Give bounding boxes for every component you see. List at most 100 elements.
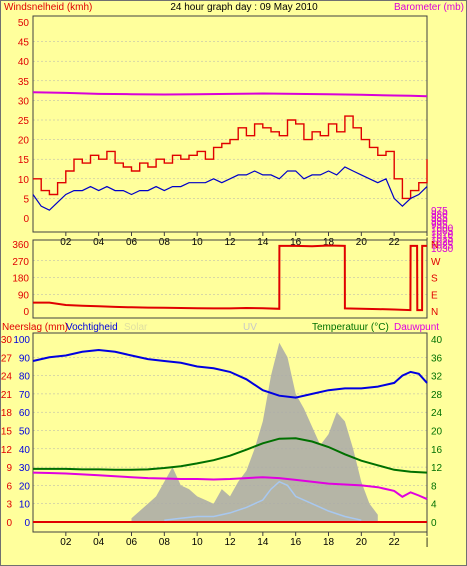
x-tick-label: 20 <box>356 537 368 548</box>
x-tick-label: 14 <box>257 237 269 248</box>
humidity-tick-label: 50 <box>19 427 31 438</box>
left-tick-label: 90 <box>18 290 30 301</box>
right-tick-label: 28 <box>431 390 443 401</box>
rain-tick-label: 12 <box>1 445 13 456</box>
wind-direction-line <box>33 244 427 312</box>
right-tick-label: S <box>431 274 438 285</box>
wind-speed-line <box>32 166 428 211</box>
left-tick-label: 15 <box>18 155 30 166</box>
humidity-axis-title: Vochtigheid <box>66 322 118 333</box>
left-tick-label: 5 <box>23 194 29 205</box>
right-tick-label: 1000 <box>431 223 454 234</box>
left-tick-label: 30 <box>18 96 30 107</box>
humidity-line <box>32 348 428 399</box>
temperature-axis-title: Temperatuur (°C) <box>312 322 389 333</box>
humidity-tick-label: 90 <box>19 353 31 364</box>
wind-barometer-panel: 02 04 06 08 10 12 14 16 18 20 22 |05101520253035404… <box>18 15 454 255</box>
x-tick-label: 20 <box>356 237 368 248</box>
rain-tick-label: 21 <box>1 390 13 401</box>
x-tick-label: 16 <box>290 537 302 548</box>
temperature-line <box>33 437 428 474</box>
humidity-tick-label: 0 <box>24 518 30 529</box>
x-tick-label: 18 <box>323 237 335 248</box>
right-tick-label: N <box>431 240 438 251</box>
rain-tick-label: 0 <box>6 518 12 529</box>
right-tick-label: 0 <box>431 518 437 529</box>
right-tick-label: 1025 <box>431 241 454 252</box>
rain-tick-label: 24 <box>1 372 13 383</box>
x-tick-label: 12 <box>224 537 236 548</box>
wind-axis-title: Windsnelheid (kmh) <box>4 2 92 13</box>
humidity-tick-label: 20 <box>19 481 31 492</box>
uv-line <box>164 480 362 521</box>
right-tick-label: W <box>431 257 441 268</box>
right-tick-label: 980 <box>431 209 448 220</box>
x-tick-label: 02 <box>60 537 72 548</box>
dewpoint-axis-title: Dauwpunt <box>394 322 439 333</box>
humidity-tick-label: 40 <box>19 445 31 456</box>
left-tick-label: 35 <box>18 77 30 88</box>
humidity-tick-label: 100 <box>13 335 30 346</box>
right-tick-label: 8 <box>431 481 437 492</box>
climate-panel: 02 04 06 08 10 12 14 16 18 20 22 |03691215182124273… <box>1 332 443 548</box>
x-tick-label: 02 <box>60 237 72 248</box>
rain-tick-label: 27 <box>1 353 13 364</box>
x-tick-label: 22 <box>389 537 401 548</box>
x-tick-label: 10 <box>192 237 204 248</box>
rain-tick-label: 3 <box>6 500 12 511</box>
left-tick-label: 45 <box>18 38 30 49</box>
right-tick-label: 12 <box>431 463 443 474</box>
x-tick-label: 14 <box>257 537 269 548</box>
rain-tick-label: 18 <box>1 408 13 419</box>
humidity-tick-label: 10 <box>19 500 31 511</box>
left-tick-label: 10 <box>18 175 30 186</box>
x-tick-label: 18 <box>323 537 335 548</box>
humidity-tick-label: 70 <box>19 390 31 401</box>
rain-tick-label: 9 <box>6 463 12 474</box>
left-tick-label: 0 <box>23 307 29 318</box>
right-tick-label: 1015 <box>431 234 454 245</box>
left-tick-label: 0 <box>23 214 29 225</box>
right-tick-label: 32 <box>431 372 443 383</box>
chart-title: 24 hour graph day : 09 May 2010 <box>170 2 318 13</box>
x-tick-label: 12 <box>224 237 236 248</box>
humidity-tick-label: 30 <box>19 463 31 474</box>
x-tick-label: 10 <box>192 537 204 548</box>
x-tick-label: 16 <box>290 237 302 248</box>
right-tick-label: 36 <box>431 353 443 364</box>
solar-area <box>131 342 378 522</box>
right-tick-label: 1020 <box>431 237 454 248</box>
right-tick-label: 1030 <box>431 244 454 255</box>
x-tick-label: 04 <box>93 237 105 248</box>
barometer-line <box>32 91 428 98</box>
right-tick-label: 16 <box>431 445 443 456</box>
left-tick-label: 270 <box>12 257 29 268</box>
left-tick-label: 20 <box>18 136 30 147</box>
right-tick-label: 975 <box>431 206 448 217</box>
rain-tick-label: 6 <box>6 481 12 492</box>
x-tick-label: 04 <box>93 537 105 548</box>
humidity-tick-label: 80 <box>19 372 31 383</box>
right-tick-label: 1005 <box>431 227 454 238</box>
barometer-axis-title: Barometer (mb) <box>394 2 464 13</box>
solar-axis-title: Solar <box>124 322 148 333</box>
gust-line <box>33 115 428 200</box>
right-tick-label: 20 <box>431 427 443 438</box>
uv-axis-title: UV <box>243 322 257 333</box>
right-tick-label: 40 <box>431 335 443 346</box>
humidity-tick-label: 60 <box>19 408 31 419</box>
right-tick-label: 985 <box>431 213 448 224</box>
rain-axis-title: Neerslag (mm) <box>2 322 68 333</box>
right-tick-label: 995 <box>431 220 448 231</box>
rain-tick-label: 15 <box>1 427 13 438</box>
x-tick-label: | <box>426 537 429 548</box>
plot-frame <box>32 239 428 319</box>
rain-tick-label: 30 <box>1 335 13 346</box>
left-tick-label: 40 <box>18 57 30 68</box>
right-tick-label: 990 <box>431 216 448 227</box>
x-tick-label: 08 <box>159 237 171 248</box>
x-tick-label: 06 <box>126 237 138 248</box>
